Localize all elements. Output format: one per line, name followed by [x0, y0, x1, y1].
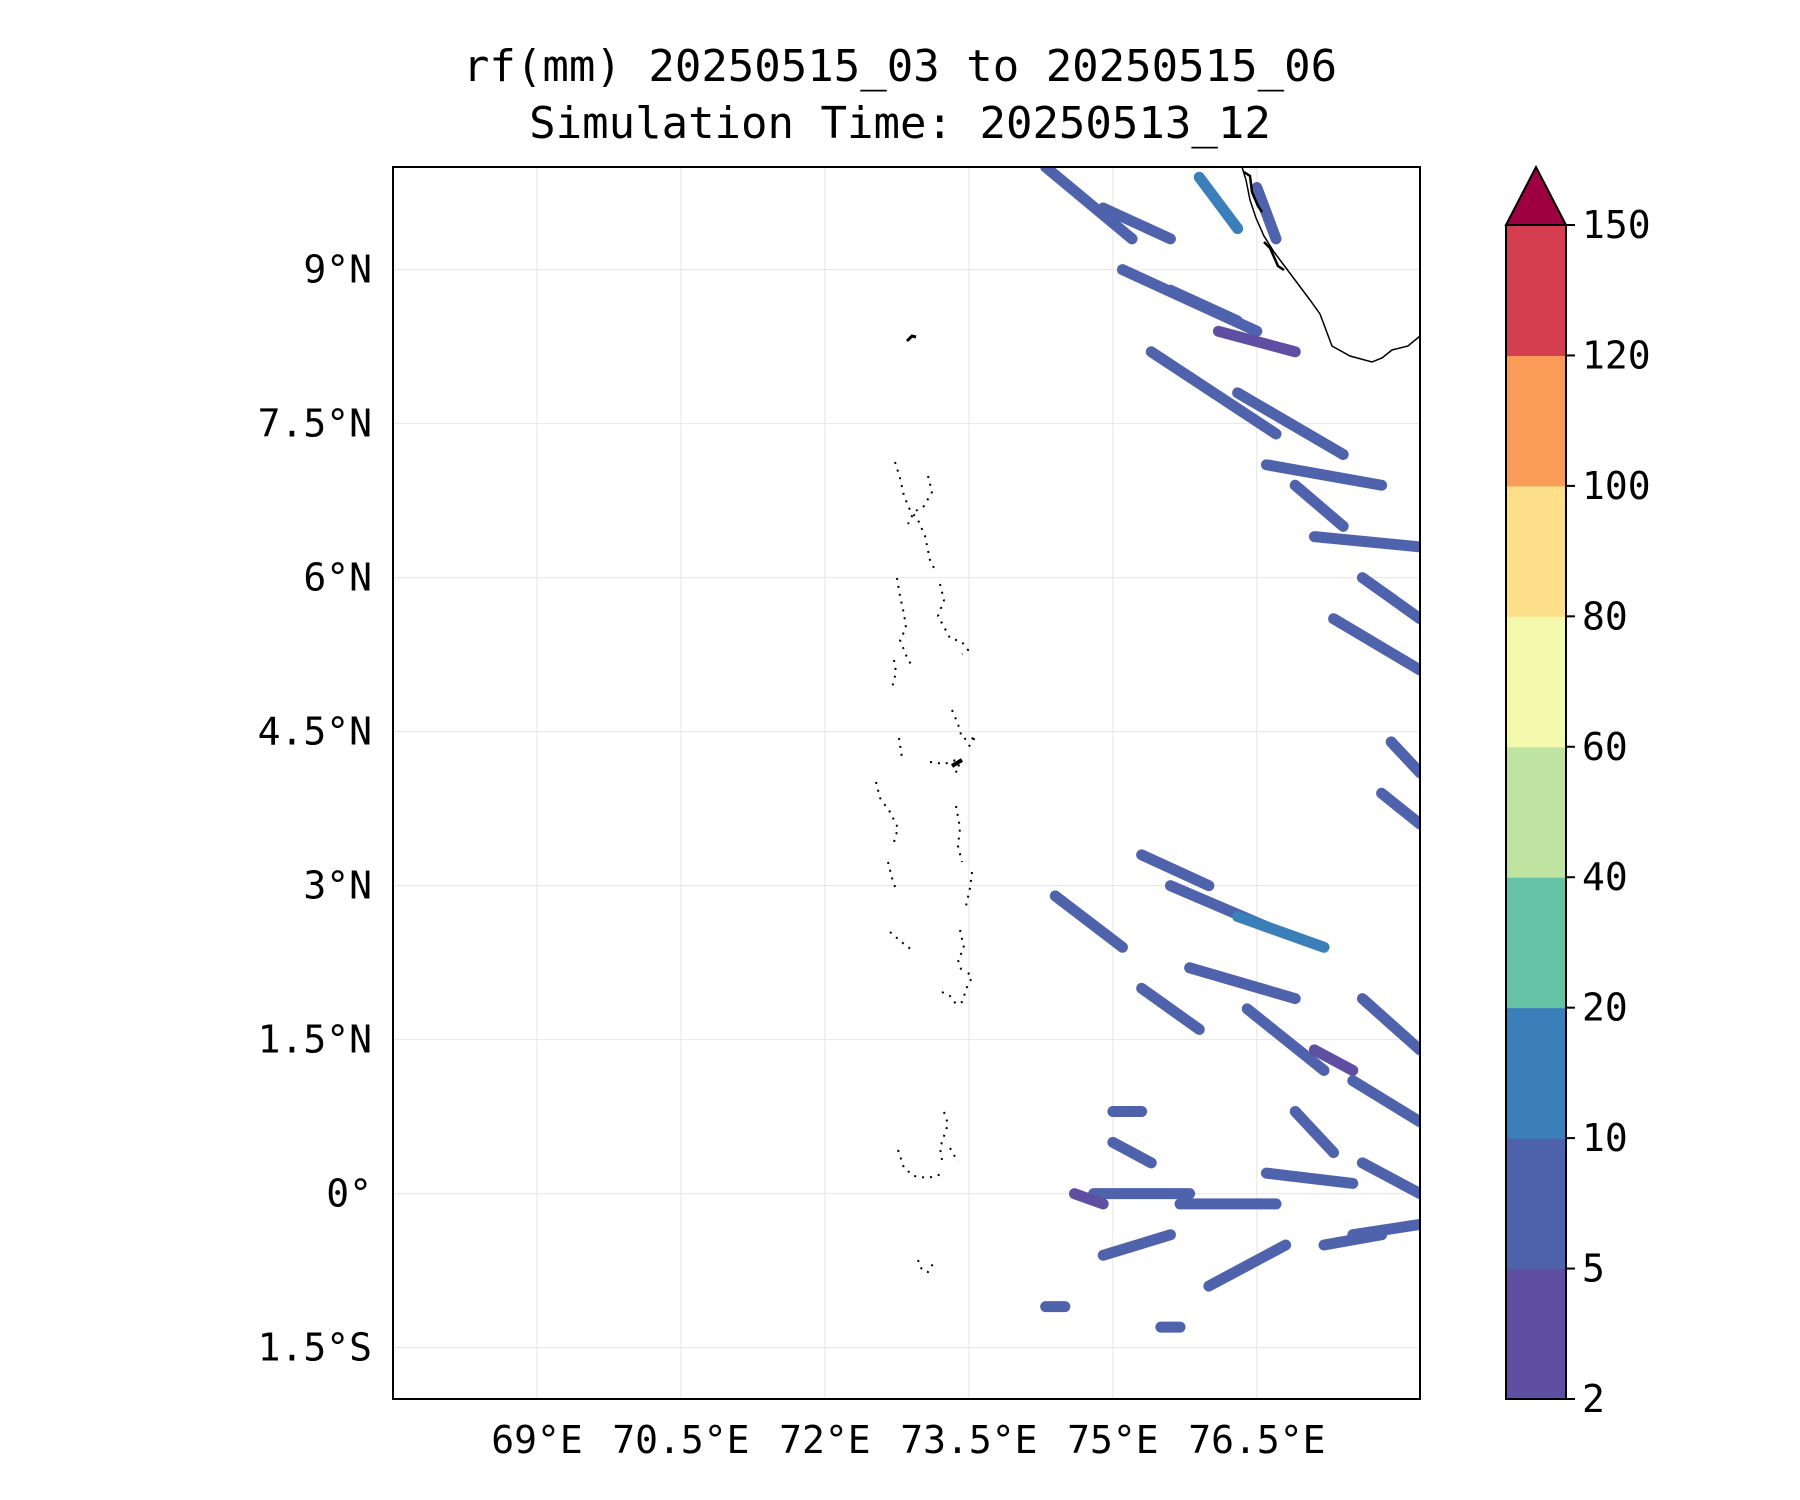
colorbar-segment-3 [1506, 877, 1566, 1009]
rain-streak-32 [1203, 1239, 1292, 1292]
rain-streak-35 [1068, 1188, 1109, 1210]
title-line-1: rf(mm) 20250515_03 to 20250515_06 [463, 41, 1337, 92]
rain-streak-29 [1260, 1167, 1359, 1189]
lon-tick-label-4: 75°E [1067, 1418, 1159, 1462]
title-line-2: Simulation Time: 20250513_12 [529, 98, 1271, 149]
rainfall-contours [1040, 167, 1420, 1333]
colorbar-segment-7 [1506, 355, 1566, 487]
rain-streak-25 [1347, 1075, 1420, 1128]
lon-tick-label-2: 72°E [779, 1418, 871, 1462]
rain-streak-3 [1164, 284, 1244, 327]
rain-streak-19 [1049, 890, 1128, 953]
colorbar-label-7: 100 [1582, 464, 1651, 508]
colorbar-segment-4 [1506, 746, 1566, 878]
rain-streak-15 [1251, 182, 1282, 245]
latitude-tick-labels: 9°N 7.5°N 6°N 4.5°N 3°N 1.5°N 0° 1.5°S [258, 248, 372, 1370]
lon-tick-label-5: 76.5°E [1188, 1418, 1325, 1462]
lat-tick-label-6: 0° [326, 1172, 372, 1216]
rain-streak-0 [1040, 167, 1138, 245]
longitude-tick-labels: 69°E 70.5°E 72°E 73.5°E 75°E 76.5°E [491, 1418, 1325, 1462]
rain-streak-26 [1289, 1106, 1340, 1159]
rain-streak-4 [1145, 346, 1282, 440]
colorbar-label-6: 80 [1582, 594, 1628, 638]
rain-streak-34 [1347, 1218, 1420, 1241]
rain-streak-13 [1212, 325, 1301, 358]
colorbar: 2 5 10 20 40 60 80 100 120 150 [1504, 164, 1651, 1421]
lat-tick-label-0: 9°N [303, 248, 372, 292]
colorbar-label-3: 20 [1582, 986, 1628, 1030]
colorbar-segment-1 [1506, 1138, 1566, 1270]
rain-streak-8 [1308, 531, 1420, 553]
rain-streak-1 [1097, 202, 1176, 245]
island-north [905, 334, 917, 343]
colorbar-label-9: 150 [1582, 203, 1651, 247]
colorbar-label-2: 10 [1582, 1116, 1628, 1160]
lon-tick-label-0: 69°E [491, 1418, 583, 1462]
rain-streak-7 [1289, 479, 1349, 532]
colorbar-label-4: 40 [1582, 855, 1628, 899]
rain-streak-37 [1107, 1136, 1157, 1169]
rain-streak-6 [1260, 459, 1388, 491]
colorbar-segment-0 [1506, 1268, 1566, 1400]
colorbar-segment-2 [1506, 1007, 1566, 1139]
lon-tick-label-1: 70.5°E [612, 1418, 749, 1462]
colorbar-label-0: 2 [1582, 1377, 1605, 1421]
rain-streak-30 [1356, 1157, 1420, 1200]
island-atoll-bold [950, 758, 964, 768]
grid-lines [393, 167, 1420, 1399]
india-coastline [1241, 167, 1420, 363]
lon-tick-label-3: 73.5°E [900, 1418, 1037, 1462]
rain-streak-5 [1232, 387, 1349, 460]
lat-tick-label-2: 6°N [303, 556, 372, 600]
colorbar-segment-8 [1506, 225, 1566, 356]
rain-streak-31 [1097, 1229, 1176, 1261]
colorbar-segment-5 [1506, 616, 1566, 748]
maldives-atolls [875, 461, 977, 1274]
rain-streak-14 [1193, 171, 1244, 235]
lat-tick-label-4: 3°N [303, 864, 372, 908]
coastline [875, 167, 1420, 1274]
map-frame [392, 166, 1421, 1400]
india-coastline-detail [1243, 170, 1285, 272]
colorbar-label-5: 60 [1582, 725, 1628, 769]
lat-tick-label-1: 7.5°N [258, 402, 372, 446]
colorbar-segment-6 [1506, 485, 1566, 617]
colorbar-label-8: 120 [1582, 333, 1651, 377]
rain-streak-12 [1376, 787, 1420, 830]
rain-streak-16 [1136, 849, 1215, 892]
rain-streak-22 [1184, 962, 1301, 1005]
lat-tick-label-7: 1.5°S [258, 1326, 372, 1370]
rain-streak-18 [1232, 910, 1330, 953]
rain-streak-21 [1241, 1003, 1330, 1076]
lat-tick-label-3: 4.5°N [258, 710, 372, 754]
rain-streak-20 [1136, 982, 1205, 1035]
colorbar-label-1: 5 [1582, 1247, 1605, 1291]
rain-streak-11 [1385, 736, 1420, 779]
lat-tick-label-5: 1.5°N [258, 1018, 372, 1062]
rain-streak-10 [1328, 613, 1420, 676]
rain-streak-24 [1356, 993, 1420, 1056]
rain-streak-9 [1356, 572, 1420, 625]
rain-streak-23 [1308, 1044, 1359, 1076]
colorbar-frame [1505, 224, 1567, 1400]
colorbar-extend-arrow [1504, 164, 1568, 226]
